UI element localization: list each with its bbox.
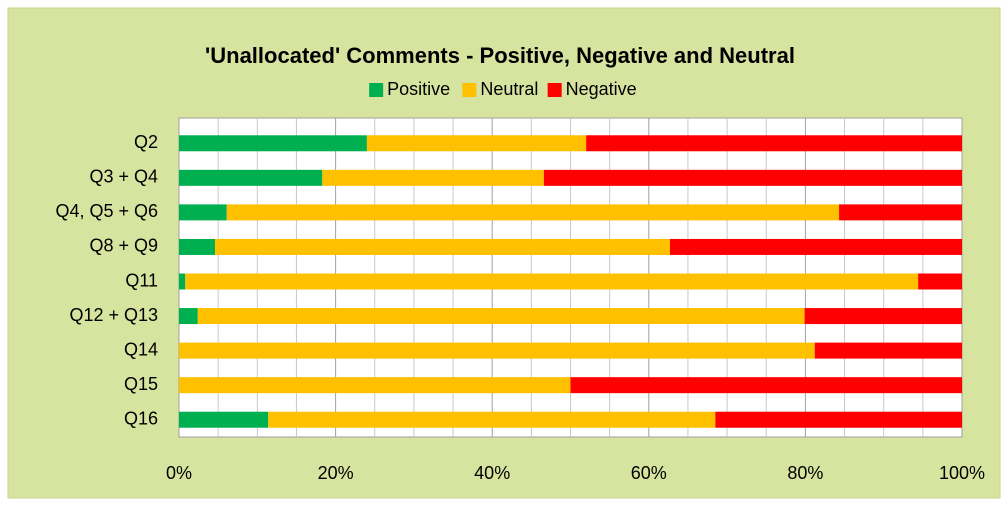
x-tick-label: 100%: [939, 463, 985, 483]
y-tick-label: Q8 + Q9: [89, 236, 158, 256]
bar-segment: [715, 411, 962, 428]
legend-label: Neutral: [480, 79, 538, 99]
bar-segment: [268, 411, 716, 428]
bar-segment: [543, 169, 962, 186]
bar-segment: [179, 135, 367, 152]
x-tick-label: 80%: [787, 463, 823, 483]
legend-label: Positive: [387, 79, 450, 99]
bar-segment: [197, 308, 805, 325]
y-tick-label: Q11: [125, 270, 158, 290]
bar-segment: [179, 308, 198, 325]
bar-segment: [179, 342, 815, 359]
bar-segment: [179, 238, 216, 255]
x-tick-label: 0%: [166, 463, 192, 483]
bar-segment: [179, 411, 269, 428]
bar-segment: [586, 135, 962, 152]
y-tick-label: Q2: [134, 132, 158, 152]
legend-swatch: [462, 83, 477, 97]
chart-title: 'Unallocated' Comments - Positive, Negat…: [205, 43, 795, 68]
bar-segment: [570, 377, 962, 394]
y-tick-label: Q16: [124, 408, 158, 428]
bar-segment: [839, 204, 962, 221]
y-tick-label: Q4, Q5 + Q6: [55, 201, 158, 221]
bar-segment: [226, 204, 840, 221]
y-tick-label: Q14: [124, 339, 158, 359]
bar-segment: [804, 308, 962, 325]
bar-segment: [185, 273, 919, 290]
bar-segment: [322, 169, 544, 186]
bar-segment: [215, 238, 670, 255]
y-tick-label: Q12 + Q13: [69, 305, 158, 325]
x-tick-label: 20%: [318, 463, 354, 483]
bar-segment: [814, 342, 962, 359]
bar-segment: [179, 204, 227, 221]
legend: Positive Neutral Negative: [369, 79, 637, 99]
bar-segment: [179, 273, 186, 290]
y-tick-label: Q3 + Q4: [89, 167, 158, 187]
legend-swatch: [547, 83, 562, 97]
legend-swatch: [369, 83, 384, 97]
y-tick-label: Q15: [124, 374, 158, 394]
bar-segment: [366, 135, 587, 152]
legend-label: Negative: [566, 79, 637, 99]
bar-segment: [918, 273, 962, 290]
x-tick-label: 60%: [631, 463, 667, 483]
bar-segment: [669, 238, 962, 255]
bar-segment: [179, 169, 323, 186]
bar-segment: [179, 377, 571, 394]
x-tick-label: 40%: [474, 463, 510, 483]
